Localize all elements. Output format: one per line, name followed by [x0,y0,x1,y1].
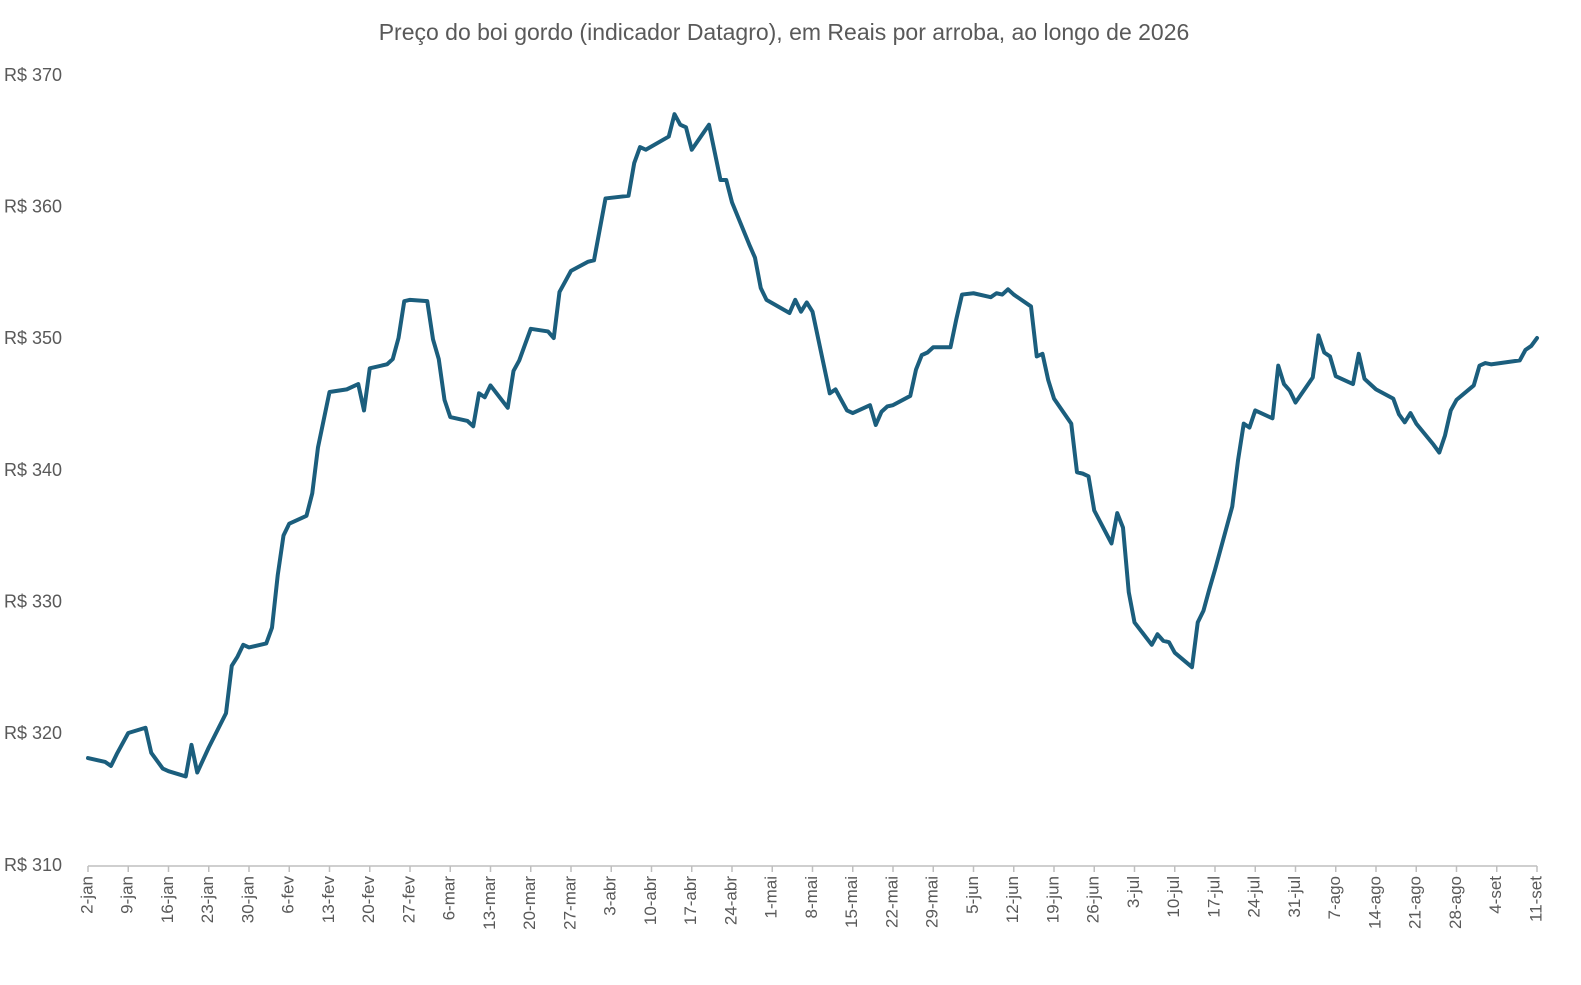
x-tick-label: 6-mar [440,876,459,921]
x-tick-label: 9-jan [118,876,137,914]
x-tick-label: 27-mar [560,876,579,930]
x-tick-label: 31-jul [1285,876,1304,918]
x-tick-label: 21-ago [1406,876,1425,929]
x-tick-label: 17-abr [681,876,700,925]
x-tick-label: 30-jan [238,876,257,923]
x-tick-label: 20-fev [359,876,378,924]
x-tick-label: 17-jul [1204,876,1223,918]
x-tick-label: 3-jul [1124,876,1143,908]
x-tick-label: 16-jan [158,876,177,923]
x-tick-label: 8-mai [802,876,821,919]
x-tick-label: 5-jun [963,876,982,914]
x-tick-label: 13-fev [319,876,338,924]
x-tick-label: 26-jun [1084,876,1103,923]
x-tick-label: 1-mai [762,876,781,919]
y-tick-label: R$ 370 [4,65,62,85]
y-tick-label: R$ 340 [4,460,62,480]
y-tick-label: R$ 310 [4,855,62,875]
x-tick-label: 13-mar [480,876,499,930]
x-tick-label: 28-ago [1446,876,1465,929]
x-tick-label: 20-mar [520,876,539,930]
x-tick-label: 14-ago [1365,876,1384,929]
x-tick-label: 6-fev [279,876,298,914]
x-tick-label: 29-mai [923,876,942,928]
y-tick-label: R$ 320 [4,723,62,743]
x-tick-label: 19-jun [1043,876,1062,923]
y-tick-label: R$ 330 [4,591,62,611]
x-tick-label: 24-jul [1245,876,1264,918]
x-tick-label: 23-jan [198,876,217,923]
x-tick-label: 3-abr [601,876,620,916]
y-tick-label: R$ 360 [4,196,62,216]
x-tick-label: 24-abr [721,876,740,925]
x-tick-label: 27-fev [399,876,418,924]
x-tick-label: 10-abr [641,876,660,925]
x-tick-label: 15-mai [842,876,861,928]
x-tick-label: 7-ago [1325,876,1344,919]
x-tick-label: 22-mai [882,876,901,928]
x-tick-label: 12-jun [1003,876,1022,923]
chart-title: Preço do boi gordo (indicador Datagro), … [379,19,1190,45]
x-tick-label: 10-jul [1164,876,1183,918]
x-tick-label: 4-set [1486,876,1505,914]
y-tick-label: R$ 350 [4,328,62,348]
x-tick-label: 2-jan [77,876,96,914]
price-line [86,112,1539,779]
x-tick-label: 11-set [1526,876,1545,922]
